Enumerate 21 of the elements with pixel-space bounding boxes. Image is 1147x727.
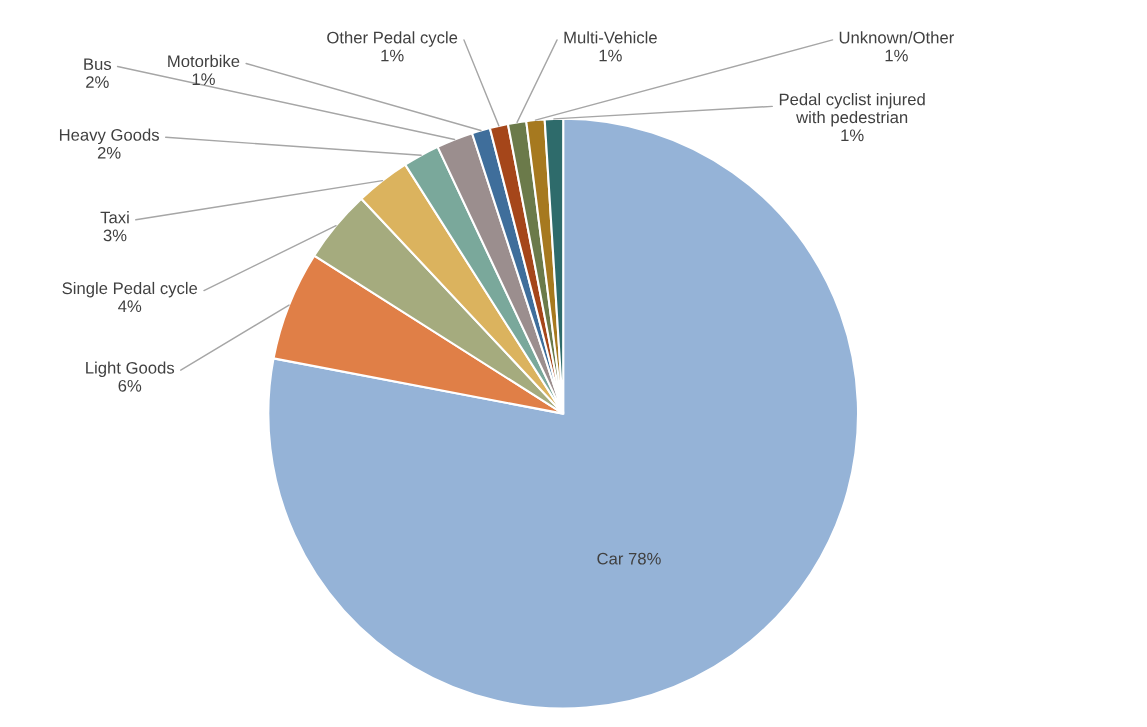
slice-label: Pedal cyclist injured with pedestrian [779,93,925,127]
data-label: 2% [97,146,121,159]
slice-label: Car 78% [597,552,661,565]
data-label: 2% [86,76,109,88]
slice-label: Multi-Vehicle [564,31,657,44]
data-label: 6% [118,379,142,392]
data-label: 1% [381,49,404,62]
slice-label: Other Pedal cycle [327,31,458,47]
slice-label: Light Goods [86,361,175,378]
data-label: 3% [103,229,127,242]
slice-label: Bus [84,58,112,71]
slice-label: Single Pedal cycle [62,281,198,298]
slice-label: Taxi [100,211,129,224]
data-label: 1% [192,73,215,85]
slice-label: Motorbike [168,54,240,68]
data-label: 1% [599,49,622,62]
data-label: 4% [118,300,142,313]
slice-label: Unknown/Other [839,31,954,44]
data-label: 1% [841,129,864,142]
slice-label: Heavy Goods [59,128,159,145]
data-label: 1% [885,49,908,62]
